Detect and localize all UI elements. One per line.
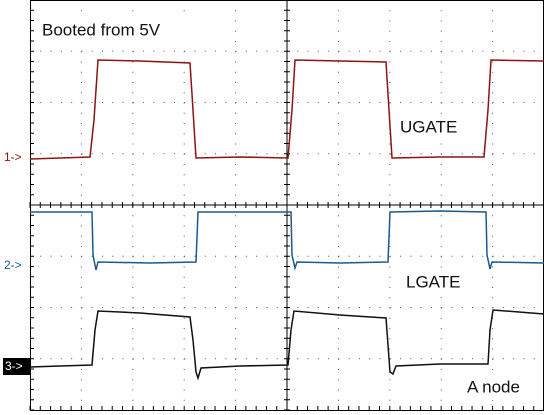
channel-marker-bg	[3, 358, 31, 375]
title-bg	[38, 19, 196, 43]
label-bg	[396, 116, 478, 140]
trace-label: LGATE	[406, 272, 460, 291]
title: Booted from 5V	[42, 20, 161, 39]
label-bg	[402, 271, 472, 295]
trace-label: UGATE	[400, 117, 457, 136]
a-node-trace	[29, 309, 544, 381]
ugate-trace	[29, 59, 544, 160]
channel-marker: 1->	[4, 150, 22, 164]
lgate-trace	[30, 210, 544, 271]
channel-marker: 2->	[4, 258, 22, 272]
trace-label: A node	[467, 377, 520, 396]
channel-marker: 3->	[5, 359, 23, 373]
label-bg	[463, 376, 543, 400]
